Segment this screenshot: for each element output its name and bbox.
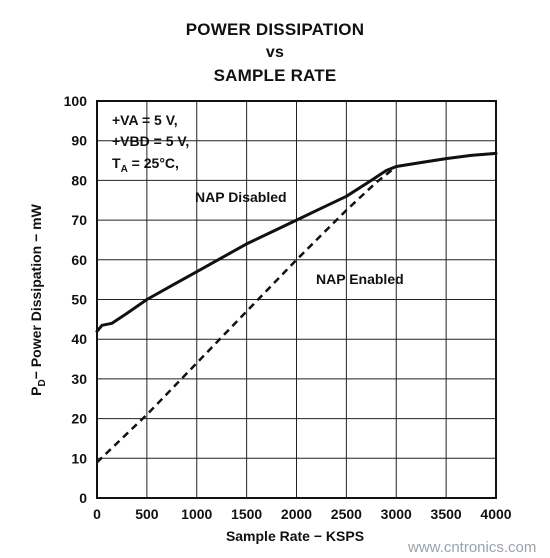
y-tick-label: 40: [71, 331, 87, 347]
condition-ta-rest: = 25°C,: [128, 155, 179, 171]
x-axis-label: Sample Rate − KSPS: [226, 528, 364, 544]
y-tick-labels: 0 10 20 30 40 50 60 70 80 90 100: [64, 93, 88, 506]
y-axis-label-main: P: [28, 386, 44, 395]
x-tick-label: 0: [93, 506, 101, 522]
chart-title-line-1: POWER DISSIPATION: [185, 20, 365, 39]
y-tick-label: 30: [71, 371, 87, 387]
condition-va: +VA = 5 V,: [112, 112, 178, 128]
watermark: www.cntronics.com: [407, 539, 536, 556]
x-tick-label: 3000: [381, 506, 412, 522]
chart-title-line-3: SAMPLE RATE: [213, 66, 337, 85]
y-tick-label: 70: [71, 212, 87, 228]
x-tick-labels: 0 500 1000 1500 2000 2500 3000 3500 4000: [93, 506, 512, 522]
condition-ta-main: T: [112, 155, 121, 171]
x-tick-label: 1000: [181, 506, 212, 522]
x-tick-label: 2000: [281, 506, 312, 522]
y-axis-label: PD− Power Dissipation − mW: [28, 203, 48, 395]
y-tick-label: 60: [71, 252, 87, 268]
y-axis-label-rest: − Power Dissipation − mW: [28, 203, 44, 379]
y-tick-label: 10: [71, 450, 87, 466]
x-tick-label: 4000: [480, 506, 511, 522]
series-line-dashed: [96, 152, 497, 464]
annotation-nap-disabled: NAP Disabled: [195, 189, 287, 205]
condition-ta-subscript: A: [121, 164, 128, 175]
annotation-nap-enabled: NAP Enabled: [316, 271, 404, 287]
plot-frame: [96, 100, 497, 499]
y-tick-label: 20: [71, 411, 87, 427]
series-line-solid: [95, 151, 498, 333]
y-tick-label: 50: [71, 292, 87, 308]
series-layer: [95, 151, 498, 464]
y-tick-label: 100: [64, 93, 88, 109]
y-tick-label: 80: [71, 172, 87, 188]
condition-vbd: +VBD = 5 V,: [112, 133, 189, 149]
condition-ta: TA = 25°C,: [112, 155, 179, 175]
x-tick-label: 3500: [431, 506, 462, 522]
x-tick-label: 500: [135, 506, 159, 522]
x-tick-label: 1500: [231, 506, 262, 522]
y-axis-label-subscript: D: [37, 379, 48, 386]
y-tick-label: 0: [79, 490, 87, 506]
y-tick-label: 90: [71, 133, 87, 149]
chart-title-line-2: vs: [265, 44, 285, 61]
x-tick-label: 2500: [331, 506, 362, 522]
